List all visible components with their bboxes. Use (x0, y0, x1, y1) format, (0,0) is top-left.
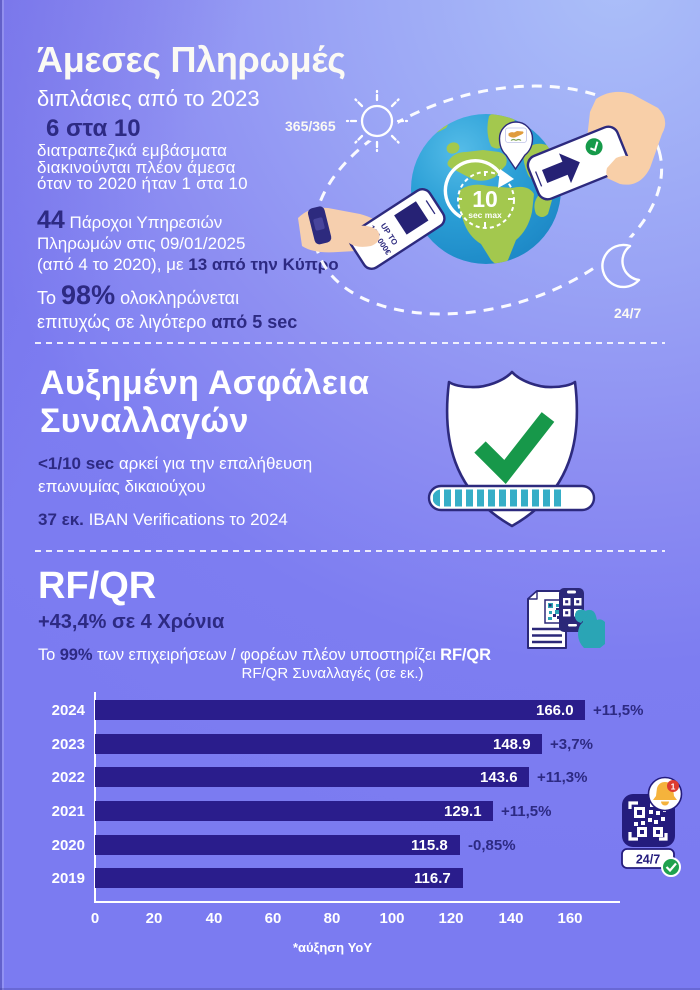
svg-text:24/7: 24/7 (614, 305, 641, 321)
svg-text:1: 1 (671, 782, 676, 792)
svg-text:sec max: sec max (468, 210, 502, 220)
svg-text:365/365: 365/365 (285, 118, 336, 134)
svg-text:24/7: 24/7 (636, 853, 660, 867)
svg-text:10: 10 (472, 186, 498, 212)
